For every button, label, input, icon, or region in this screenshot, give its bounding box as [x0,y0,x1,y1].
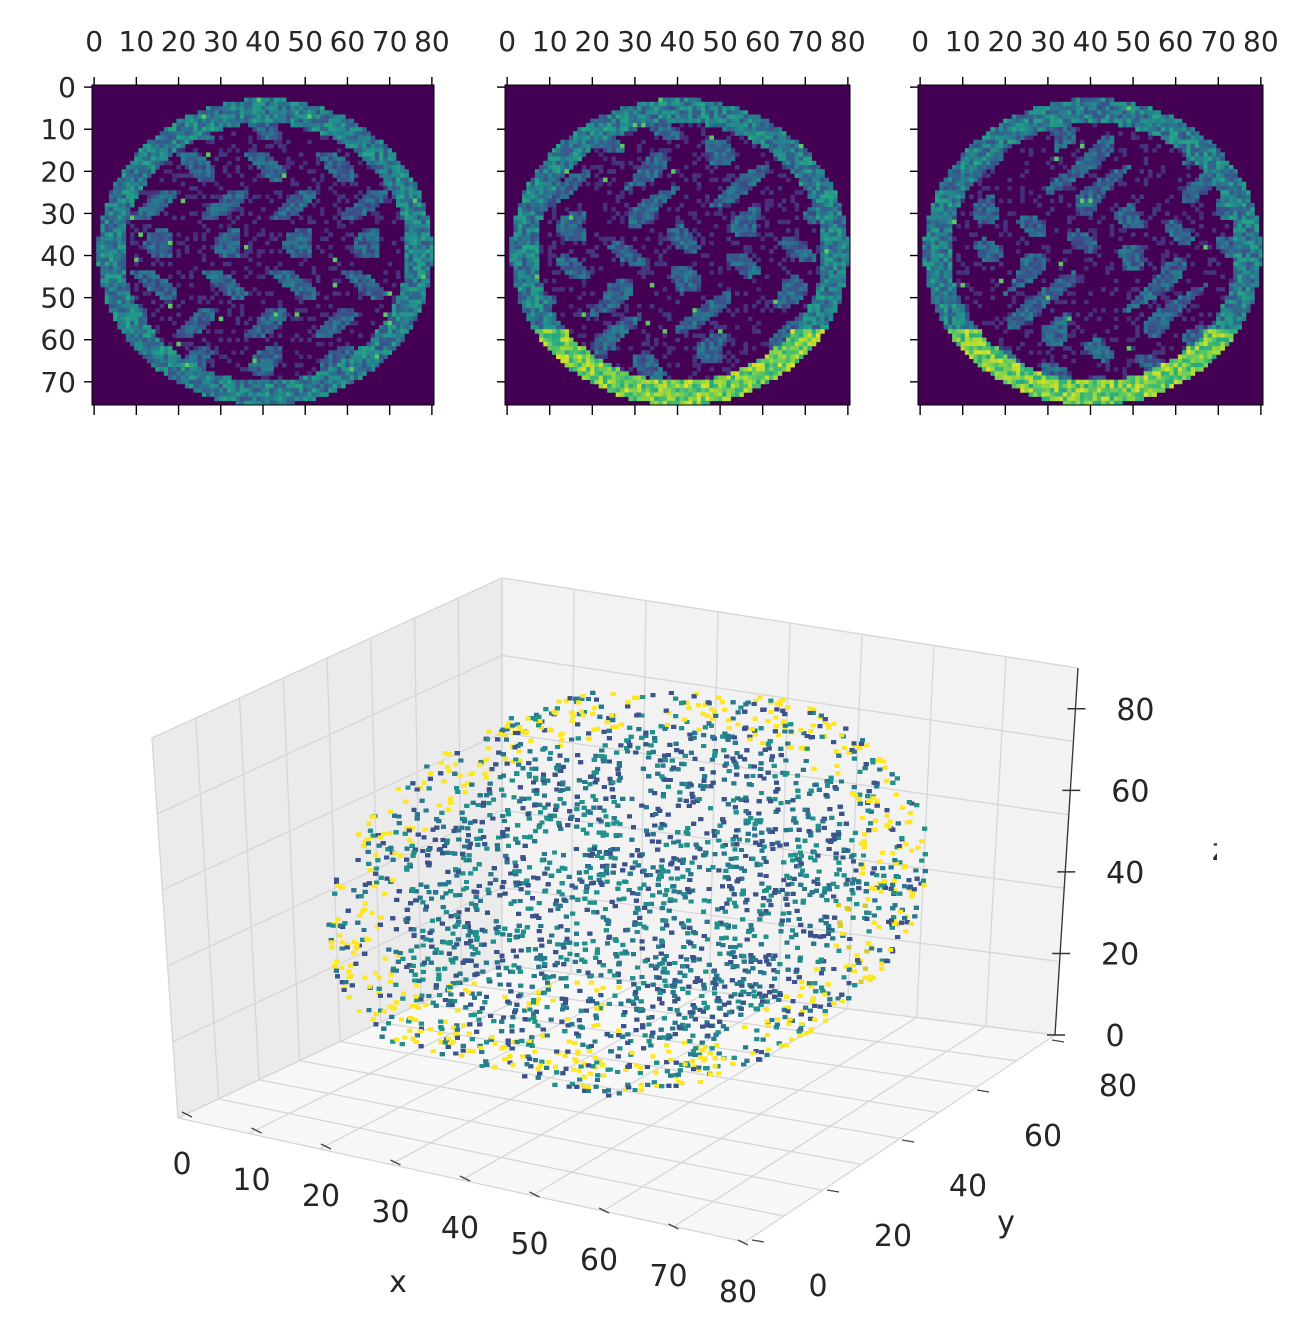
x-axis-label: x [389,1265,407,1300]
x-tick-label: 0 [85,25,103,58]
x-tick-label: 30 [203,25,239,58]
y-tick-label: 0 [58,71,76,104]
x-tick-label: 20 [161,25,197,58]
y-tick-label: 20 [874,1219,912,1254]
x-tick-label: 10 [119,25,155,58]
x-tick-label: 80 [830,25,866,58]
floor-pane [178,965,1055,1242]
voxel-cloud [326,690,928,1098]
y-tick-label: 20 [40,155,76,188]
z-tick-label: 60 [1111,774,1149,809]
y-tick-label: 80 [1099,1069,1137,1104]
y-tick-label: 0 [808,1269,827,1304]
x-tick-label: 60 [330,25,366,58]
x-tick-label: 0 [172,1147,191,1182]
x-tick-label: 20 [574,25,610,58]
x-tick-label: 30 [1030,25,1066,58]
y-tick-label: 60 [1024,1119,1062,1154]
x-tick-label: 40 [441,1211,479,1246]
y-tick-label: 50 [40,282,76,315]
left-pane [152,578,502,1118]
slice-pixels [509,97,851,406]
x-tick-label: 40 [245,25,281,58]
z-axis-line [1054,667,1079,1036]
x-tick-label: 50 [702,25,738,58]
x-tick-label: 70 [649,1259,687,1294]
x-tick-label: 20 [987,25,1023,58]
x-tick-label: 50 [287,25,323,58]
y-tick-label: 30 [40,197,76,230]
z-tick-label: 20 [1101,937,1139,972]
y-tick-label: 60 [40,324,76,357]
x-tick-label: 70 [372,25,408,58]
x-tick-label: 20 [302,1179,340,1214]
y-axis-label: y [997,1205,1015,1240]
x-tick-label: 40 [660,25,696,58]
slice-pixels [96,97,435,406]
slice-panel-2: 0 10 20 30 40 50 60 70 80 [497,25,866,415]
3d-panes [152,578,1078,1242]
x-tick-label: 80 [719,1275,757,1310]
x-tick-label: 50 [1115,25,1151,58]
x-tick-label: 60 [580,1243,618,1278]
x-tick-label: 60 [745,25,781,58]
x-tick-label: 0 [498,25,516,58]
x-tick-label: 40 [1073,25,1109,58]
3d-tick-labels: 0 10 20 30 40 50 60 70 80 0 20 40 60 80 0 20 40 60 80 [172,667,1155,1310]
x-tick-label: 10 [945,25,981,58]
y-tick-label: 40 [40,240,76,273]
z-tick-label: 40 [1106,856,1144,891]
x-tick-label: 0 [911,25,929,58]
x-tick-label: 80 [1243,25,1279,58]
x-tick-label: 60 [1158,25,1194,58]
slice-panel-3: 0 10 20 30 40 50 60 70 80 [910,25,1279,415]
x-tick-label: 10 [232,1163,270,1198]
x-tick-label: 10 [532,25,568,58]
x-tick-label: 30 [617,25,653,58]
z-tick-label: 80 [1116,693,1154,728]
slice-pixels [922,97,1264,406]
back-pane [502,578,1078,1035]
x-tick-label: 50 [510,1227,548,1262]
x-tick-label: 70 [1200,25,1236,58]
x-tick-label: 30 [371,1195,409,1230]
y-tick-label: 70 [40,366,76,399]
z-tick-label: 0 [1105,1019,1124,1054]
x-tick-label: 80 [414,25,450,58]
x-tick-label: 70 [787,25,823,58]
y-tick-label: 10 [40,113,76,146]
y-tick-label: 40 [949,1169,987,1204]
